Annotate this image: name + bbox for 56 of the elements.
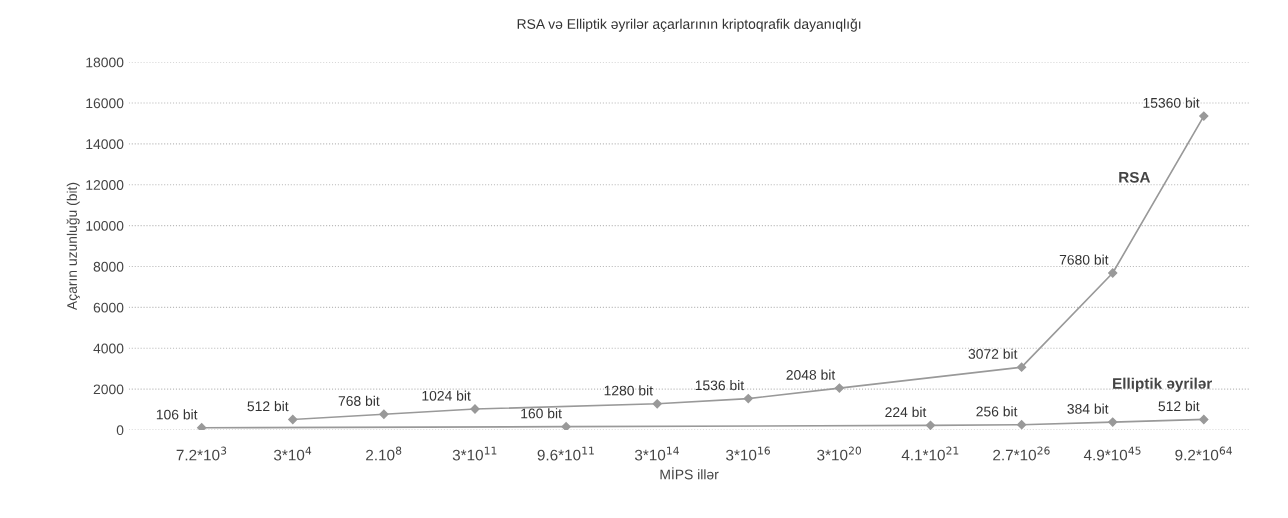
x-axis-title: MİPS illər [660,467,719,480]
y-tick-label: 8000 [93,261,124,272]
point [743,393,753,404]
data-label: 160 bit [521,408,562,419]
data-label: 2048 bit [786,369,836,380]
y-tick-label: 0 [116,425,124,436]
x-tick-label: 9.2*10$^{64}$ [1175,446,1232,461]
data-label: 106 bit [156,409,198,420]
y-tick-label: 18000 [86,57,124,68]
x-tick-label: 3*10$^{14}$ [634,446,679,461]
point [379,409,389,419]
y-tick-label: 6000 [93,302,124,313]
data-label: 256 bit [976,406,1018,417]
data-label: 1280 bit [604,385,653,396]
data-label: 1024 bit [422,390,471,401]
x-tick-label: 3*10$^{11}$ [452,446,497,461]
data-label: 224 bit [885,406,927,418]
data-label: 512 bit [247,400,289,412]
x-tick-label: 2.7*10$^{26}$ [993,446,1050,461]
x-tick-label: 3*10$^{4}$ [273,446,312,461]
y-tick-label: 16000 [86,98,124,109]
data-label: 3072 bit [968,348,1018,359]
x-tick-label: 3*10$^{16}$ [726,446,770,461]
point [834,383,845,393]
point [561,422,571,430]
x-tick-label: 4.1*10$^{21}$ [901,446,959,461]
point [288,414,298,425]
data-label: 512 bit [1158,400,1200,412]
y-tick-label: 12000 [86,180,124,190]
data-label: 768 bit [338,395,380,406]
point [1199,414,1209,425]
y-axis-title: Açarın uzunluğu (bit) [66,182,80,311]
data-label: 15360 bit [1143,97,1200,108]
x-tick-label: 4.9*10$^{45}$ [1083,446,1141,461]
y-tick-label: 14000 [86,139,124,150]
x-tick-label: 3*10$^{20}$ [817,446,862,461]
point [1016,362,1027,372]
point [1199,111,1209,121]
point [197,423,207,430]
data-label: 384 bit [1067,403,1109,414]
point [1108,417,1118,427]
x-tick-label: 9.6*10$^{11}$ [537,446,594,461]
data-label: 1536 bit [695,380,745,391]
y-tick-label: 4000 [93,343,124,354]
chart-title: RSA və Elliptik əyrilər açarlarının kriptoqrafik dayanıqlığı [517,18,861,32]
data-label: 7680 bit [1059,254,1109,265]
y-tick-label: 2000 [93,384,124,395]
x-tick-label: 2.10$^{8}$ [366,446,402,461]
series-label: Elliptik əyrilər [1113,377,1213,392]
y-tick-label: 10000 [86,220,124,231]
point [925,420,936,430]
point [652,399,662,409]
series-label: RSA [1119,171,1151,183]
point [1108,268,1118,278]
point [1016,420,1027,430]
x-tick-label: 7.2*10$^{3}$ [176,446,227,461]
